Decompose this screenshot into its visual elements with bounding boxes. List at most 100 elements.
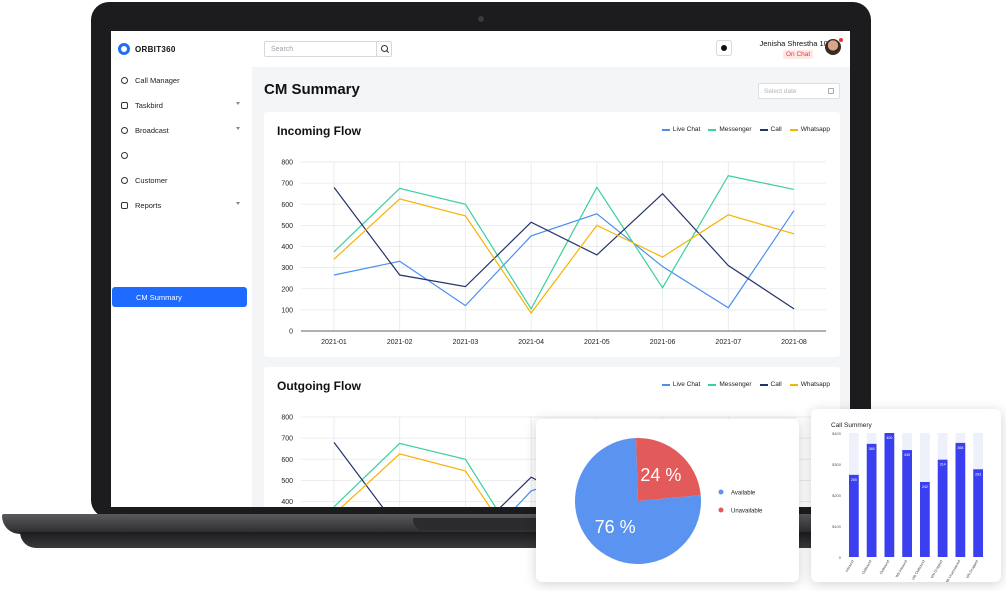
bar	[848, 474, 859, 557]
status-badge: On Chat	[783, 50, 814, 59]
bar-value-label: 368	[957, 446, 963, 450]
date-picker[interactable]: Select date	[758, 83, 840, 99]
legend-item-live-chat[interactable]: Live Chat	[661, 126, 701, 133]
topbar: Search Jenisha Shrestha 101	[252, 31, 850, 67]
x-tick-label: Outbound	[879, 560, 890, 576]
y-tick-label: 100	[281, 307, 293, 314]
y-tick-label: 0	[289, 329, 293, 336]
legend-swatch	[708, 128, 717, 131]
camera-icon	[478, 16, 484, 22]
y-tick-label: $100	[832, 524, 842, 529]
app-name: ORBIT360	[135, 44, 176, 54]
x-tick-label: Outbound	[861, 560, 872, 576]
x-tick-label: 2021-04	[518, 339, 544, 346]
y-tick-label: $400	[832, 431, 842, 436]
search-icon[interactable]	[376, 42, 391, 56]
x-tick-label: 2021-07	[715, 339, 741, 346]
avatar[interactable]	[825, 39, 841, 55]
x-tick-label: Wb Outbound	[911, 560, 926, 581]
search-placeholder: Search	[271, 45, 294, 53]
pie-slice-label: 24 %	[640, 465, 681, 485]
bar-value-label: 345	[904, 453, 910, 457]
y-tick-label: 400	[281, 499, 293, 506]
y-tick-label: 700	[281, 181, 293, 188]
bar	[955, 442, 966, 557]
x-tick-label: Inbound	[845, 560, 855, 573]
series-line-whatsapp	[333, 198, 795, 315]
sidebar-item-broadcast[interactable]: Broadcast	[121, 123, 246, 137]
sidebar-item-label: Customer	[135, 175, 168, 185]
search-input[interactable]: Search	[264, 41, 392, 57]
y-tick-label: $200	[832, 493, 842, 498]
x-tick-label: 2021-06	[650, 339, 676, 346]
y-tick-label: 0	[839, 555, 842, 560]
availability-pie-chart: 76 % 24 % Available Unavailable	[575, 438, 763, 564]
sidebar-item-call-manager[interactable]: Call Manager	[121, 73, 246, 87]
legend-label: Whatsapp	[800, 126, 830, 133]
legend-label: Available	[731, 491, 756, 497]
sidebar-item-cm-summary[interactable]: CM Summary	[112, 287, 247, 307]
legend-item-call[interactable]: Call	[759, 126, 782, 133]
bar-value-label: 400	[886, 436, 892, 440]
chart-title: Outgoing Flow	[277, 379, 361, 393]
legend-swatch	[789, 128, 798, 131]
bar	[937, 459, 948, 557]
document-icon	[121, 101, 128, 109]
bar	[902, 450, 913, 557]
legend-label: Call	[770, 126, 782, 133]
x-tick-label: 2021-05	[584, 339, 610, 346]
legend-dot	[718, 489, 724, 495]
x-tick-label: 2021-02	[387, 339, 413, 346]
legend-label: Whatsapp	[800, 381, 830, 388]
laptop-base-lip	[20, 532, 940, 548]
pie-slice-unavailable	[636, 438, 701, 501]
y-tick-label: 800	[281, 160, 293, 167]
bar-value-label: 242	[922, 485, 928, 489]
legend-dot	[718, 507, 724, 513]
call-summary-bar-chart: 0 $100 $200 $300 $400 265 Inbound 365 Outbound 40…	[832, 431, 984, 585]
sidebar-item-reports[interactable]: Reports	[121, 198, 246, 212]
sidebar-item-customer[interactable]: Customer	[121, 173, 246, 187]
bar-value-label: 265	[851, 478, 857, 482]
legend-label: Messenger	[719, 381, 752, 388]
legend-swatch	[661, 128, 670, 131]
sidebar-item-palette[interactable]	[121, 148, 246, 162]
legend-item-whatsapp[interactable]: Whatsapp	[789, 126, 830, 133]
x-tick-label: Wb Unanswered	[944, 560, 961, 583]
dark-mode-toggle[interactable]	[716, 40, 732, 56]
chevron-down-icon	[236, 102, 240, 105]
x-tick-label: Wb Inbound	[895, 560, 908, 579]
y-tick-label: 200	[281, 286, 293, 293]
legend-label: Live Chat	[672, 126, 701, 133]
logo[interactable]: ORBIT360	[118, 43, 176, 55]
x-tick-label: Wb Dropped	[965, 560, 979, 579]
legend-item-whatsapp[interactable]: Whatsapp	[789, 381, 830, 388]
legend-label: Unavailable	[731, 509, 763, 515]
y-tick-label: 600	[281, 202, 293, 209]
notification-dot	[839, 38, 843, 42]
sidebar-item-taskbird[interactable]: Taskbird	[121, 98, 246, 112]
sidebar-item-label: Reports	[135, 200, 162, 210]
y-tick-label: $300	[832, 462, 842, 467]
y-tick-label: 600	[281, 457, 293, 464]
incoming-flow-card: Incoming Flow Live Chat Messenger Call What…	[264, 112, 840, 357]
series-line-messenger	[333, 175, 795, 311]
x-tick-label: 2021-01	[321, 339, 347, 346]
legend-swatch	[759, 128, 768, 131]
legend-swatch	[708, 383, 717, 386]
bar	[919, 481, 930, 557]
x-tick-label: 2021-03	[453, 339, 479, 346]
chart-title: Call Summery	[831, 422, 872, 429]
bar-value-label: 365	[869, 447, 875, 451]
legend-swatch	[661, 383, 670, 386]
legend-item-messenger[interactable]: Messenger	[708, 126, 752, 133]
logo-ring-icon	[118, 43, 130, 55]
broadcast-icon	[121, 126, 128, 134]
document-icon	[121, 201, 128, 209]
legend-item-messenger[interactable]: Messenger	[708, 381, 752, 388]
sidebar: ORBIT360 Call Manager Taskbird Broadcast	[111, 31, 252, 507]
legend-item-live-chat[interactable]: Live Chat	[661, 381, 700, 388]
laptop-notch	[413, 518, 547, 530]
legend-item-call[interactable]: Call	[759, 381, 782, 388]
